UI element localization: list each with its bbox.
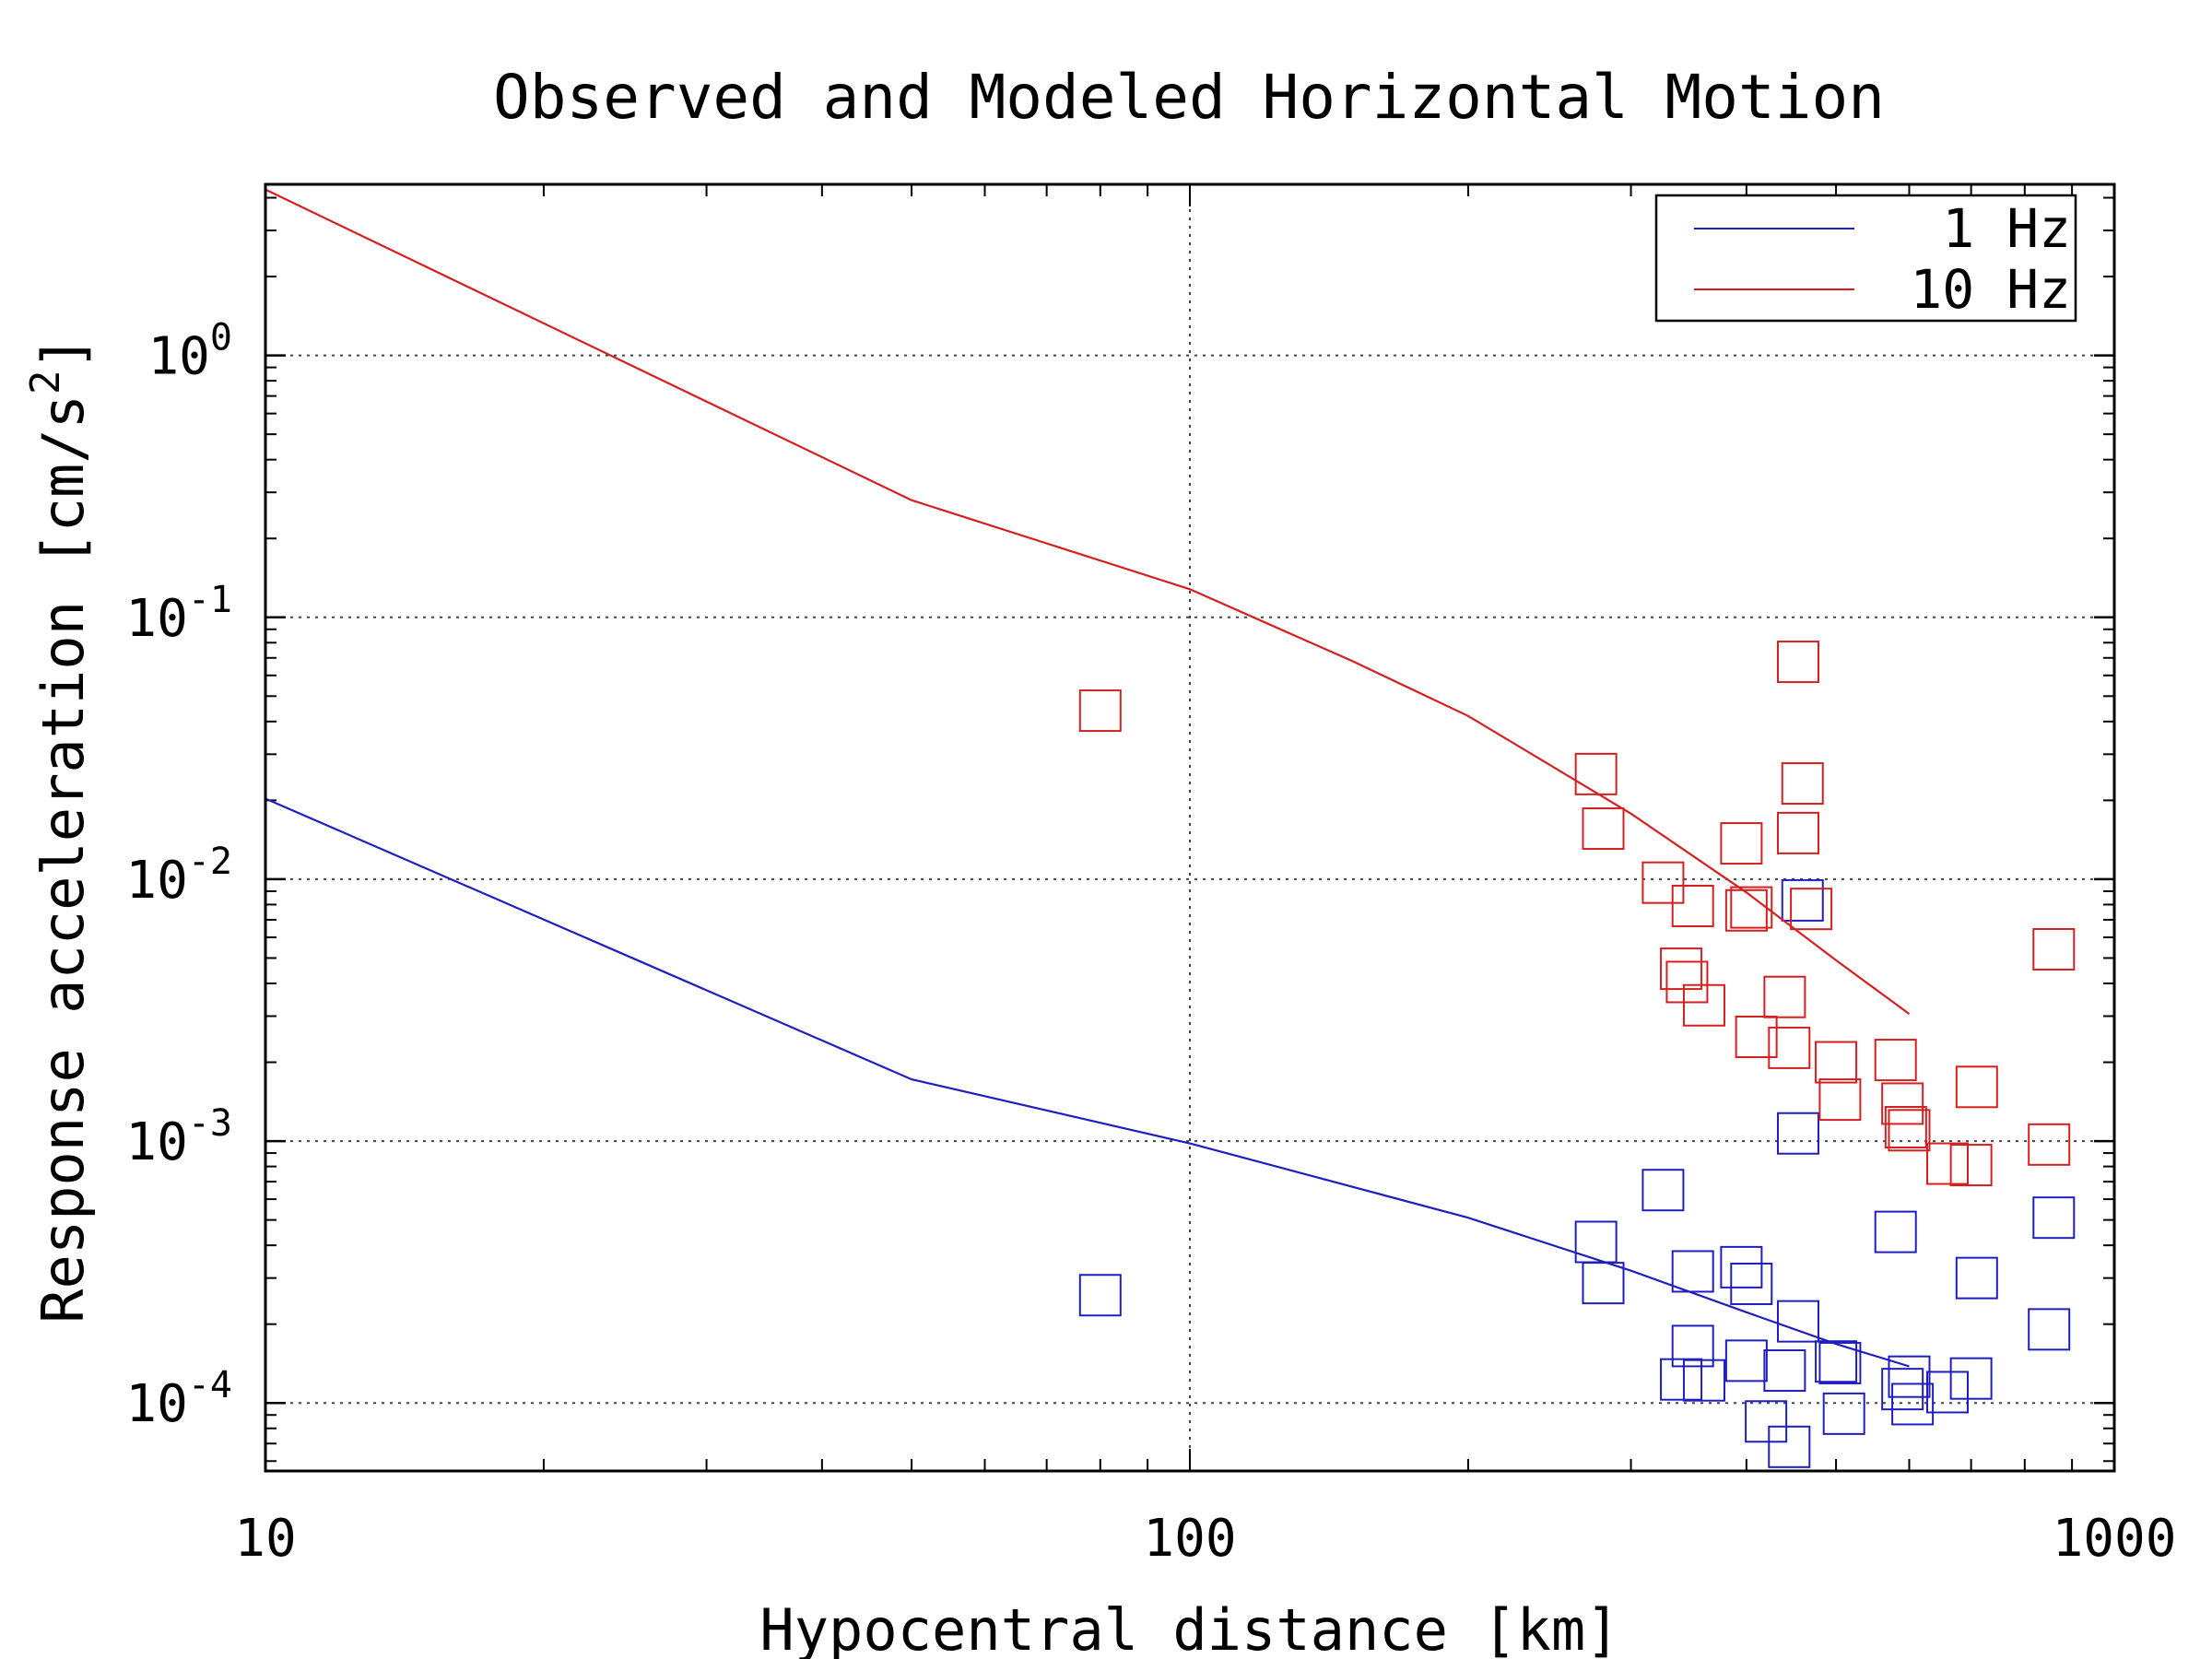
observed-point-10hz-4 [1660, 947, 1703, 991]
x-tick-labels: 10 100 1000 [234, 1509, 2176, 1569]
y-axis-label: Response acceleration [cm/s2] [22, 335, 97, 1324]
observed-point-10hz-5 [1665, 960, 1709, 1004]
observed-point-10hz-20 [1874, 1039, 1917, 1082]
observed-point-1hz-25 [1949, 1357, 1993, 1400]
observed-point-1hz-16 [1781, 878, 1824, 922]
observed-point-1hz-22 [1888, 1355, 1931, 1398]
observed-point-10hz-27 [2028, 1123, 2071, 1166]
y-tick-label-3: 10-3 [125, 1102, 232, 1172]
observed-point-10hz-17 [1790, 888, 1833, 931]
y-axis-label-end: ] [29, 335, 97, 370]
x-tick-label-2: 1000 [2053, 1509, 2177, 1569]
y-axis-label-main: Response acceleration [cm/s [29, 394, 97, 1324]
observed-point-10hz-24 [1926, 1142, 1970, 1185]
observed-point-10hz-7 [1682, 983, 1725, 1027]
observed-point-10hz-28 [2032, 927, 2076, 971]
observed-point-10hz-12 [1763, 975, 1806, 1018]
legend-label-1hz: 1 Hz [1942, 197, 2071, 260]
observed-point-1hz-18 [1818, 1341, 1862, 1384]
observed-point-10hz-3 [1641, 861, 1685, 904]
observed-point-10hz-18 [1815, 1041, 1858, 1084]
legend: 1 Hz 10 Hz [1654, 194, 2077, 323]
observed-point-1hz-24 [1926, 1371, 1970, 1414]
observed-point-1hz-5 [1671, 1250, 1714, 1293]
y-tick-label-2: 10-2 [125, 841, 232, 911]
model-line-1hz [265, 797, 1910, 1368]
observed-point-1hz-6 [1671, 1324, 1714, 1368]
observed-point-1hz-17 [1815, 1340, 1858, 1383]
observed-point-10hz-2 [1582, 807, 1625, 851]
legend-label-10hz: 10 Hz [1910, 258, 2071, 321]
y-axis-label-exponent: 2 [22, 370, 69, 394]
observed-point-1hz-3 [1641, 1169, 1685, 1212]
x-tick-label-0: 10 [234, 1509, 296, 1569]
observed-point-10hz-26 [1955, 1065, 1998, 1109]
observed-point-10hz-0 [1078, 689, 1122, 733]
observed-point-10hz-13 [1768, 1026, 1811, 1069]
observed-point-1hz-13 [1768, 1425, 1811, 1468]
observed-point-1hz-20 [1874, 1210, 1917, 1253]
observed-point-1hz-28 [2032, 1196, 2076, 1240]
observed-point-10hz-15 [1776, 811, 1819, 854]
observed-point-10hz-9 [1724, 888, 1768, 932]
model-line-10hz [265, 188, 1911, 1015]
observed-point-1hz-15 [1776, 1300, 1819, 1343]
observed-point-10hz-1 [1574, 752, 1618, 795]
observed-point-1hz-26 [1955, 1256, 1998, 1300]
observed-point-1hz-19 [1822, 1392, 1865, 1435]
y-tick-label-0: 100 [147, 317, 232, 387]
observed-point-1hz-27 [2028, 1308, 2071, 1351]
y-tick-labels: 100 10-1 10-2 10-3 10-4 [125, 317, 232, 1435]
observed-point-1hz-11 [1745, 1400, 1788, 1443]
observed-point-10hz-22 [1884, 1105, 1927, 1148]
observed-point-1hz-8 [1720, 1245, 1763, 1288]
observed-point-1hz-0 [1078, 1274, 1122, 1317]
observed-point-1hz-14 [1776, 1112, 1819, 1155]
observed-point-10hz-8 [1720, 822, 1763, 865]
observed-point-1hz-9 [1724, 1339, 1768, 1382]
plot-frame [264, 182, 2116, 1473]
y-tick-label-1: 10-1 [125, 579, 232, 649]
grid [265, 184, 2114, 1471]
observed-point-1hz-4 [1660, 1358, 1703, 1401]
observed-point-1hz-21 [1881, 1368, 1924, 1411]
observed-point-1hz-2 [1582, 1262, 1625, 1305]
observed-point-10hz-23 [1888, 1109, 1931, 1152]
observed-point-10hz-21 [1881, 1082, 1924, 1125]
minor-ticks [265, 184, 2115, 1471]
observed-point-10hz-14 [1776, 641, 1819, 684]
observed-point-10hz-10 [1730, 886, 1773, 929]
observed-point-1hz-10 [1730, 1262, 1773, 1305]
observed-point-10hz-25 [1949, 1144, 1993, 1187]
series-layer [265, 188, 2076, 1468]
y-tick-label-4: 10-4 [125, 1364, 232, 1434]
observed-point-1hz-1 [1574, 1220, 1618, 1264]
chart-title: Observed and Modeled Horizontal Motion [493, 62, 1885, 133]
legend-box [1654, 194, 2077, 323]
observed-point-10hz-6 [1671, 885, 1714, 928]
observed-point-1hz-7 [1682, 1359, 1725, 1402]
observed-point-10hz-11 [1735, 1015, 1778, 1058]
observed-point-10hz-16 [1781, 762, 1824, 806]
x-axis-label: Hypocentral distance [km] [759, 1596, 1619, 1659]
observed-point-1hz-23 [1891, 1382, 1935, 1426]
observed-point-10hz-19 [1818, 1078, 1862, 1122]
observed-point-1hz-12 [1763, 1349, 1806, 1393]
x-tick-label-1: 100 [1143, 1509, 1236, 1569]
